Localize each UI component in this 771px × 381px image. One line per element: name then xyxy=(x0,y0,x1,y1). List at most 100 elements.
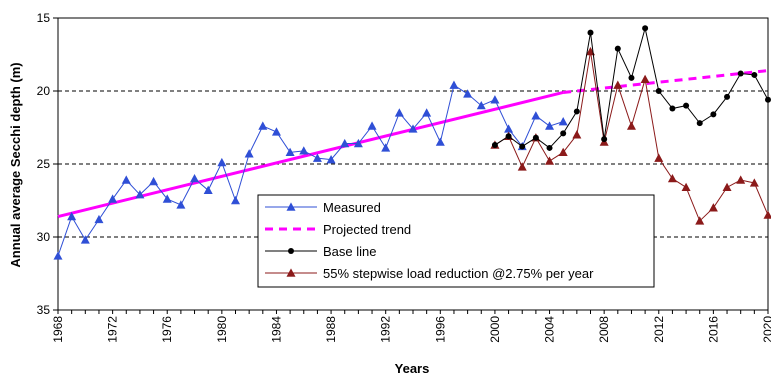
data-point xyxy=(53,251,63,260)
y-axis: 15 20 25 30 35 xyxy=(37,11,58,317)
data-point xyxy=(546,144,553,151)
data-point xyxy=(667,173,677,183)
data-point xyxy=(258,121,268,130)
data-point xyxy=(749,178,759,187)
y-axis-title: Annual average Secchi depth (m) xyxy=(8,62,23,267)
data-point xyxy=(285,147,295,157)
data-point xyxy=(628,74,635,81)
y-tick-label: 25 xyxy=(37,157,51,171)
data-point xyxy=(367,121,377,130)
data-point xyxy=(519,143,526,150)
data-point xyxy=(558,147,568,157)
data-point xyxy=(190,173,200,183)
data-point xyxy=(655,88,662,94)
data-point xyxy=(94,214,104,224)
data-point xyxy=(614,45,621,52)
x-tick-label: 1980 xyxy=(215,316,229,343)
data-point xyxy=(654,153,664,162)
data-point xyxy=(230,195,241,205)
data-point xyxy=(299,146,309,155)
data-point xyxy=(244,149,254,158)
data-point xyxy=(490,95,500,104)
x-tick-label: 2016 xyxy=(706,316,720,343)
data-point xyxy=(176,200,186,209)
data-point xyxy=(286,202,296,211)
data-point xyxy=(394,108,404,117)
data-point xyxy=(381,143,391,152)
data-point xyxy=(736,175,746,184)
data-point xyxy=(162,194,172,203)
series-line xyxy=(57,84,564,257)
x-axis: 1968 1972 1976 1980 1984 1988 1992 1996 2000 2004… xyxy=(51,310,771,343)
data-point xyxy=(572,130,582,139)
x-tick-label: 2012 xyxy=(652,316,666,343)
data-point xyxy=(587,29,594,36)
data-point xyxy=(669,105,676,112)
data-point xyxy=(326,154,336,164)
data-point xyxy=(422,108,432,117)
data-point xyxy=(504,124,514,133)
data-point xyxy=(80,235,90,244)
legend: Measured Projected trend Base line 55% step… xyxy=(257,194,655,288)
data-point xyxy=(312,153,322,162)
y-tick-label: 35 xyxy=(37,303,51,317)
data-point xyxy=(708,203,718,212)
data-point xyxy=(476,100,486,110)
x-tick-label: 1972 xyxy=(106,316,120,343)
legend-label: Projected trend xyxy=(323,222,411,237)
x-tick-label: 1984 xyxy=(269,316,283,343)
x-tick-label: 2008 xyxy=(597,316,611,343)
data-point xyxy=(203,185,213,194)
data-point xyxy=(573,108,580,115)
legend-label: 55% stepwise load reduction @2.75% per y… xyxy=(323,266,594,281)
x-tick-label: 2000 xyxy=(488,316,502,343)
data-point xyxy=(765,96,771,103)
data-point xyxy=(751,71,758,78)
x-tick-label: 1968 xyxy=(51,316,65,343)
data-point xyxy=(763,210,771,219)
data-point xyxy=(463,89,473,98)
x-tick-label: 2020 xyxy=(761,316,771,343)
data-point xyxy=(601,136,608,143)
data-point xyxy=(217,157,227,167)
data-point xyxy=(531,111,541,120)
legend-box xyxy=(257,194,655,288)
x-tick-label: 1976 xyxy=(160,316,174,343)
data-point xyxy=(517,162,527,171)
data-point xyxy=(353,138,363,148)
data-point xyxy=(108,194,118,203)
data-point xyxy=(560,130,567,137)
x-axis-title: Years xyxy=(395,361,430,376)
x-tick-label: 2004 xyxy=(543,316,557,343)
data-point xyxy=(491,142,498,149)
data-point xyxy=(737,70,744,77)
data-point xyxy=(449,80,459,89)
series-line xyxy=(494,28,769,149)
data-point xyxy=(683,102,690,109)
series-layer xyxy=(53,25,771,260)
x-tick-label: 1996 xyxy=(433,316,447,343)
data-point xyxy=(558,117,568,126)
data-point xyxy=(722,182,732,192)
data-point xyxy=(121,175,131,184)
data-point xyxy=(149,176,159,186)
data-point xyxy=(724,93,731,100)
data-point xyxy=(340,138,350,148)
data-point xyxy=(696,120,703,127)
data-point xyxy=(626,121,636,130)
data-point xyxy=(545,121,555,130)
data-point xyxy=(135,190,145,199)
data-point xyxy=(532,134,539,141)
x-tick-label: 1992 xyxy=(379,316,393,343)
legend-label: Measured xyxy=(323,200,381,215)
y-tick-label: 15 xyxy=(37,11,51,25)
data-point xyxy=(642,25,649,32)
y-tick-label: 30 xyxy=(37,230,51,244)
legend-label: Base line xyxy=(323,244,376,259)
series-base-line xyxy=(491,25,771,151)
data-point xyxy=(695,216,705,225)
data-point xyxy=(545,156,555,165)
data-point xyxy=(710,111,717,118)
data-point xyxy=(435,137,445,146)
